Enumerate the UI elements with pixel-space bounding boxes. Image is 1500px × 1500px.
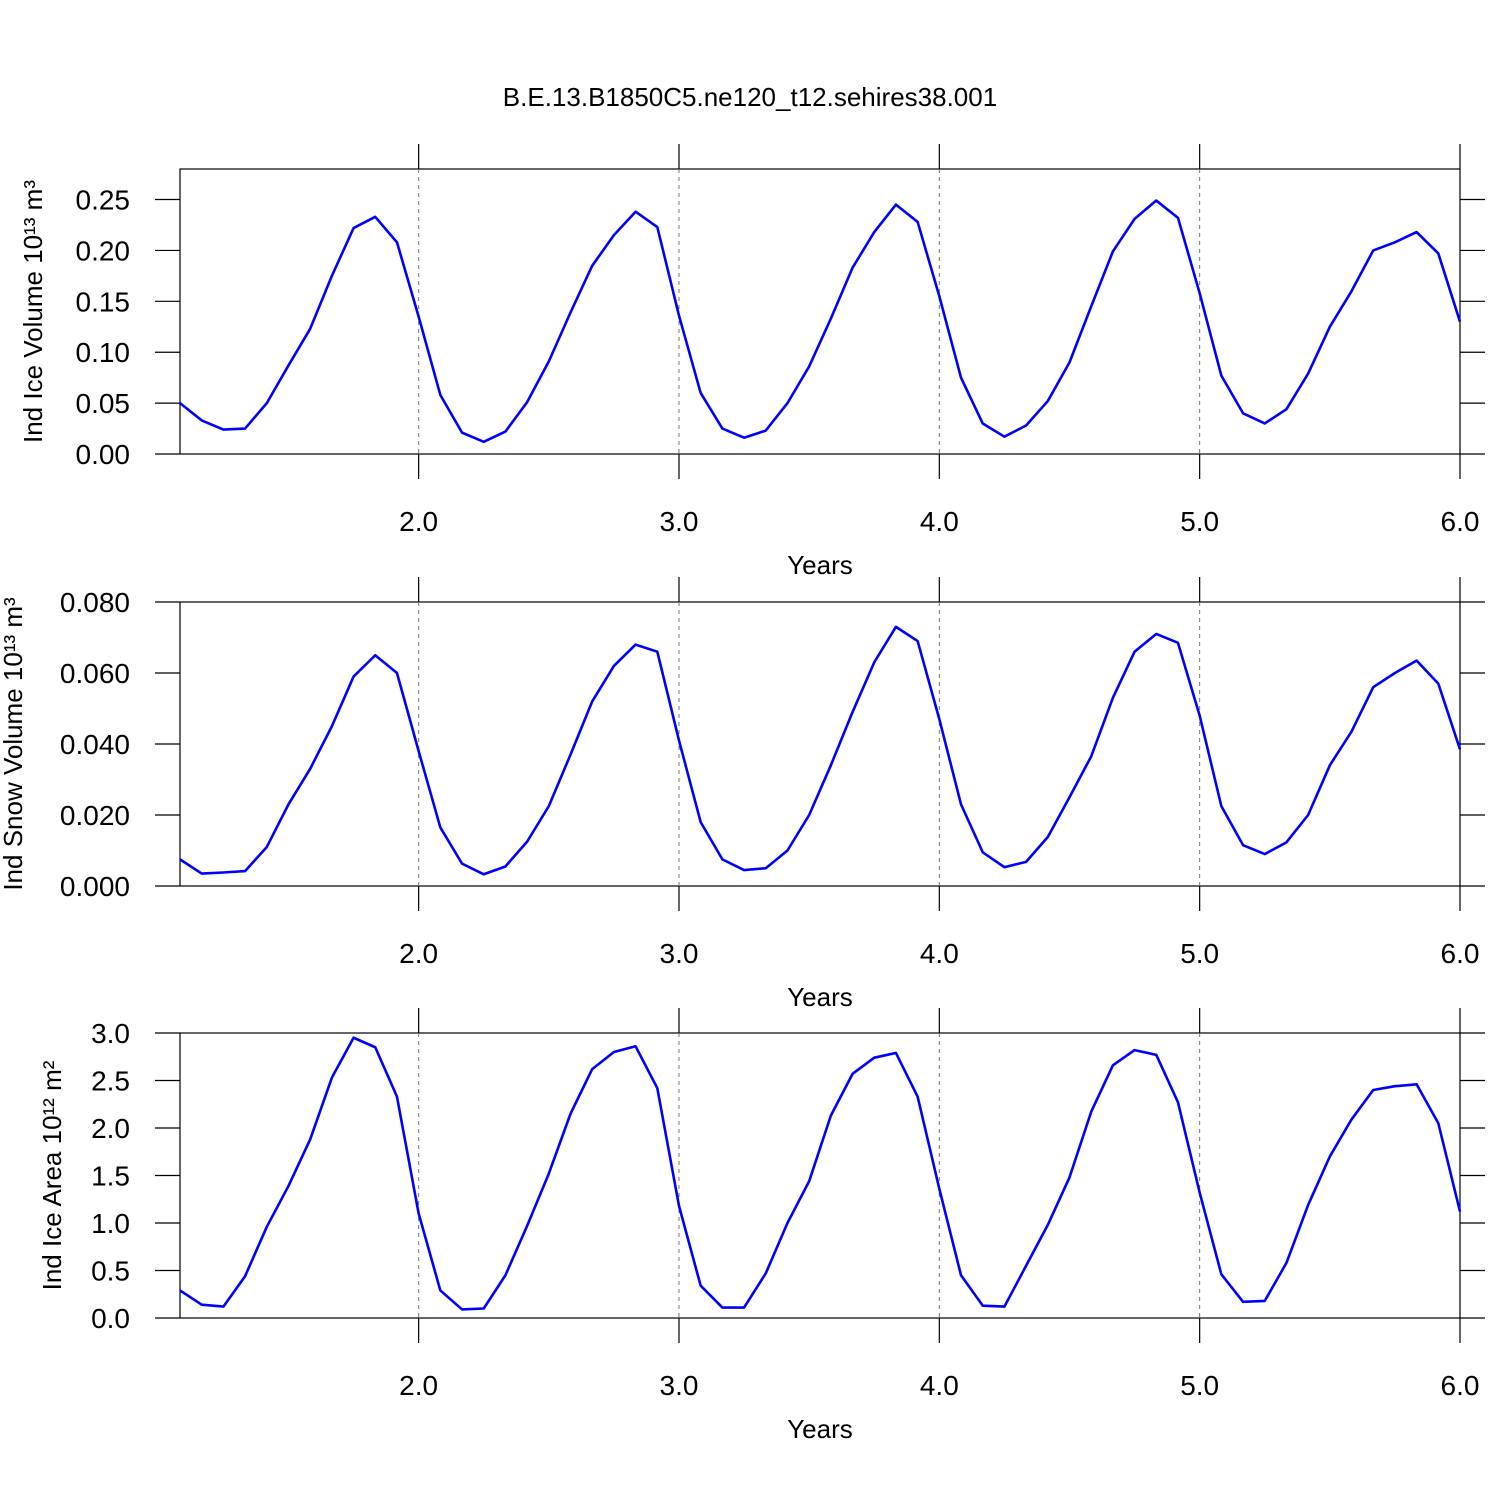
x-tick-label: 4.0 [920,938,959,969]
data-line [179,199,1462,444]
plot-frame [179,168,1461,455]
y-tick-label: 0.000 [60,871,130,902]
x-tick-label: 2.0 [399,938,438,969]
y-tick-label: 0.5 [91,1256,130,1287]
y-tick-label: 2.5 [91,1066,130,1097]
y-tick-label: 1.0 [91,1208,130,1239]
y-tick-label: 0.080 [60,587,130,618]
x-tick-label: 3.0 [660,506,699,537]
x-tick-label: 6.0 [1441,1370,1480,1401]
x-tick-label: 5.0 [1180,938,1219,969]
y-tick-label: 0.060 [60,658,130,689]
y-tick-label: 0.0 [91,1303,130,1334]
y-axis-label: Ind Ice Area 10¹² m² [37,1060,67,1290]
data-line [179,625,1462,876]
x-tick-label: 4.0 [920,506,959,537]
x-axis-label: Years [787,982,853,1012]
y-axis-label: Ind Ice Volume 10¹³ m³ [18,180,48,443]
y-tick-label: 0.00 [76,439,131,470]
x-tick-label: 4.0 [920,1370,959,1401]
y-axis-label: Ind Snow Volume 10¹³ m³ [0,597,28,891]
x-tick-label: 3.0 [660,1370,699,1401]
plot-frame [179,601,1461,887]
plot-frame [179,1032,1461,1319]
y-tick-label: 0.10 [76,337,131,368]
x-tick-label: 2.0 [399,506,438,537]
y-tick-label: 1.5 [91,1161,130,1192]
x-axis-label: Years [787,1414,853,1444]
y-tick-label: 0.040 [60,729,130,760]
x-tick-label: 5.0 [1180,1370,1219,1401]
x-axis-label: Years [787,550,853,580]
y-tick-label: 0.20 [76,235,131,266]
y-tick-label: 0.15 [76,286,131,317]
data-line [179,1036,1462,1311]
chart-title: B.E.13.B1850C5.ne120_t12.sehires38.001 [503,82,997,112]
y-tick-label: 0.020 [60,800,130,831]
x-tick-label: 3.0 [660,938,699,969]
x-tick-label: 6.0 [1441,938,1480,969]
y-tick-label: 3.0 [91,1018,130,1049]
y-tick-label: 0.25 [76,185,131,216]
x-tick-label: 2.0 [399,1370,438,1401]
y-tick-label: 2.0 [91,1113,130,1144]
x-tick-label: 6.0 [1441,506,1480,537]
x-tick-label: 5.0 [1180,506,1219,537]
y-tick-label: 0.05 [76,388,131,419]
